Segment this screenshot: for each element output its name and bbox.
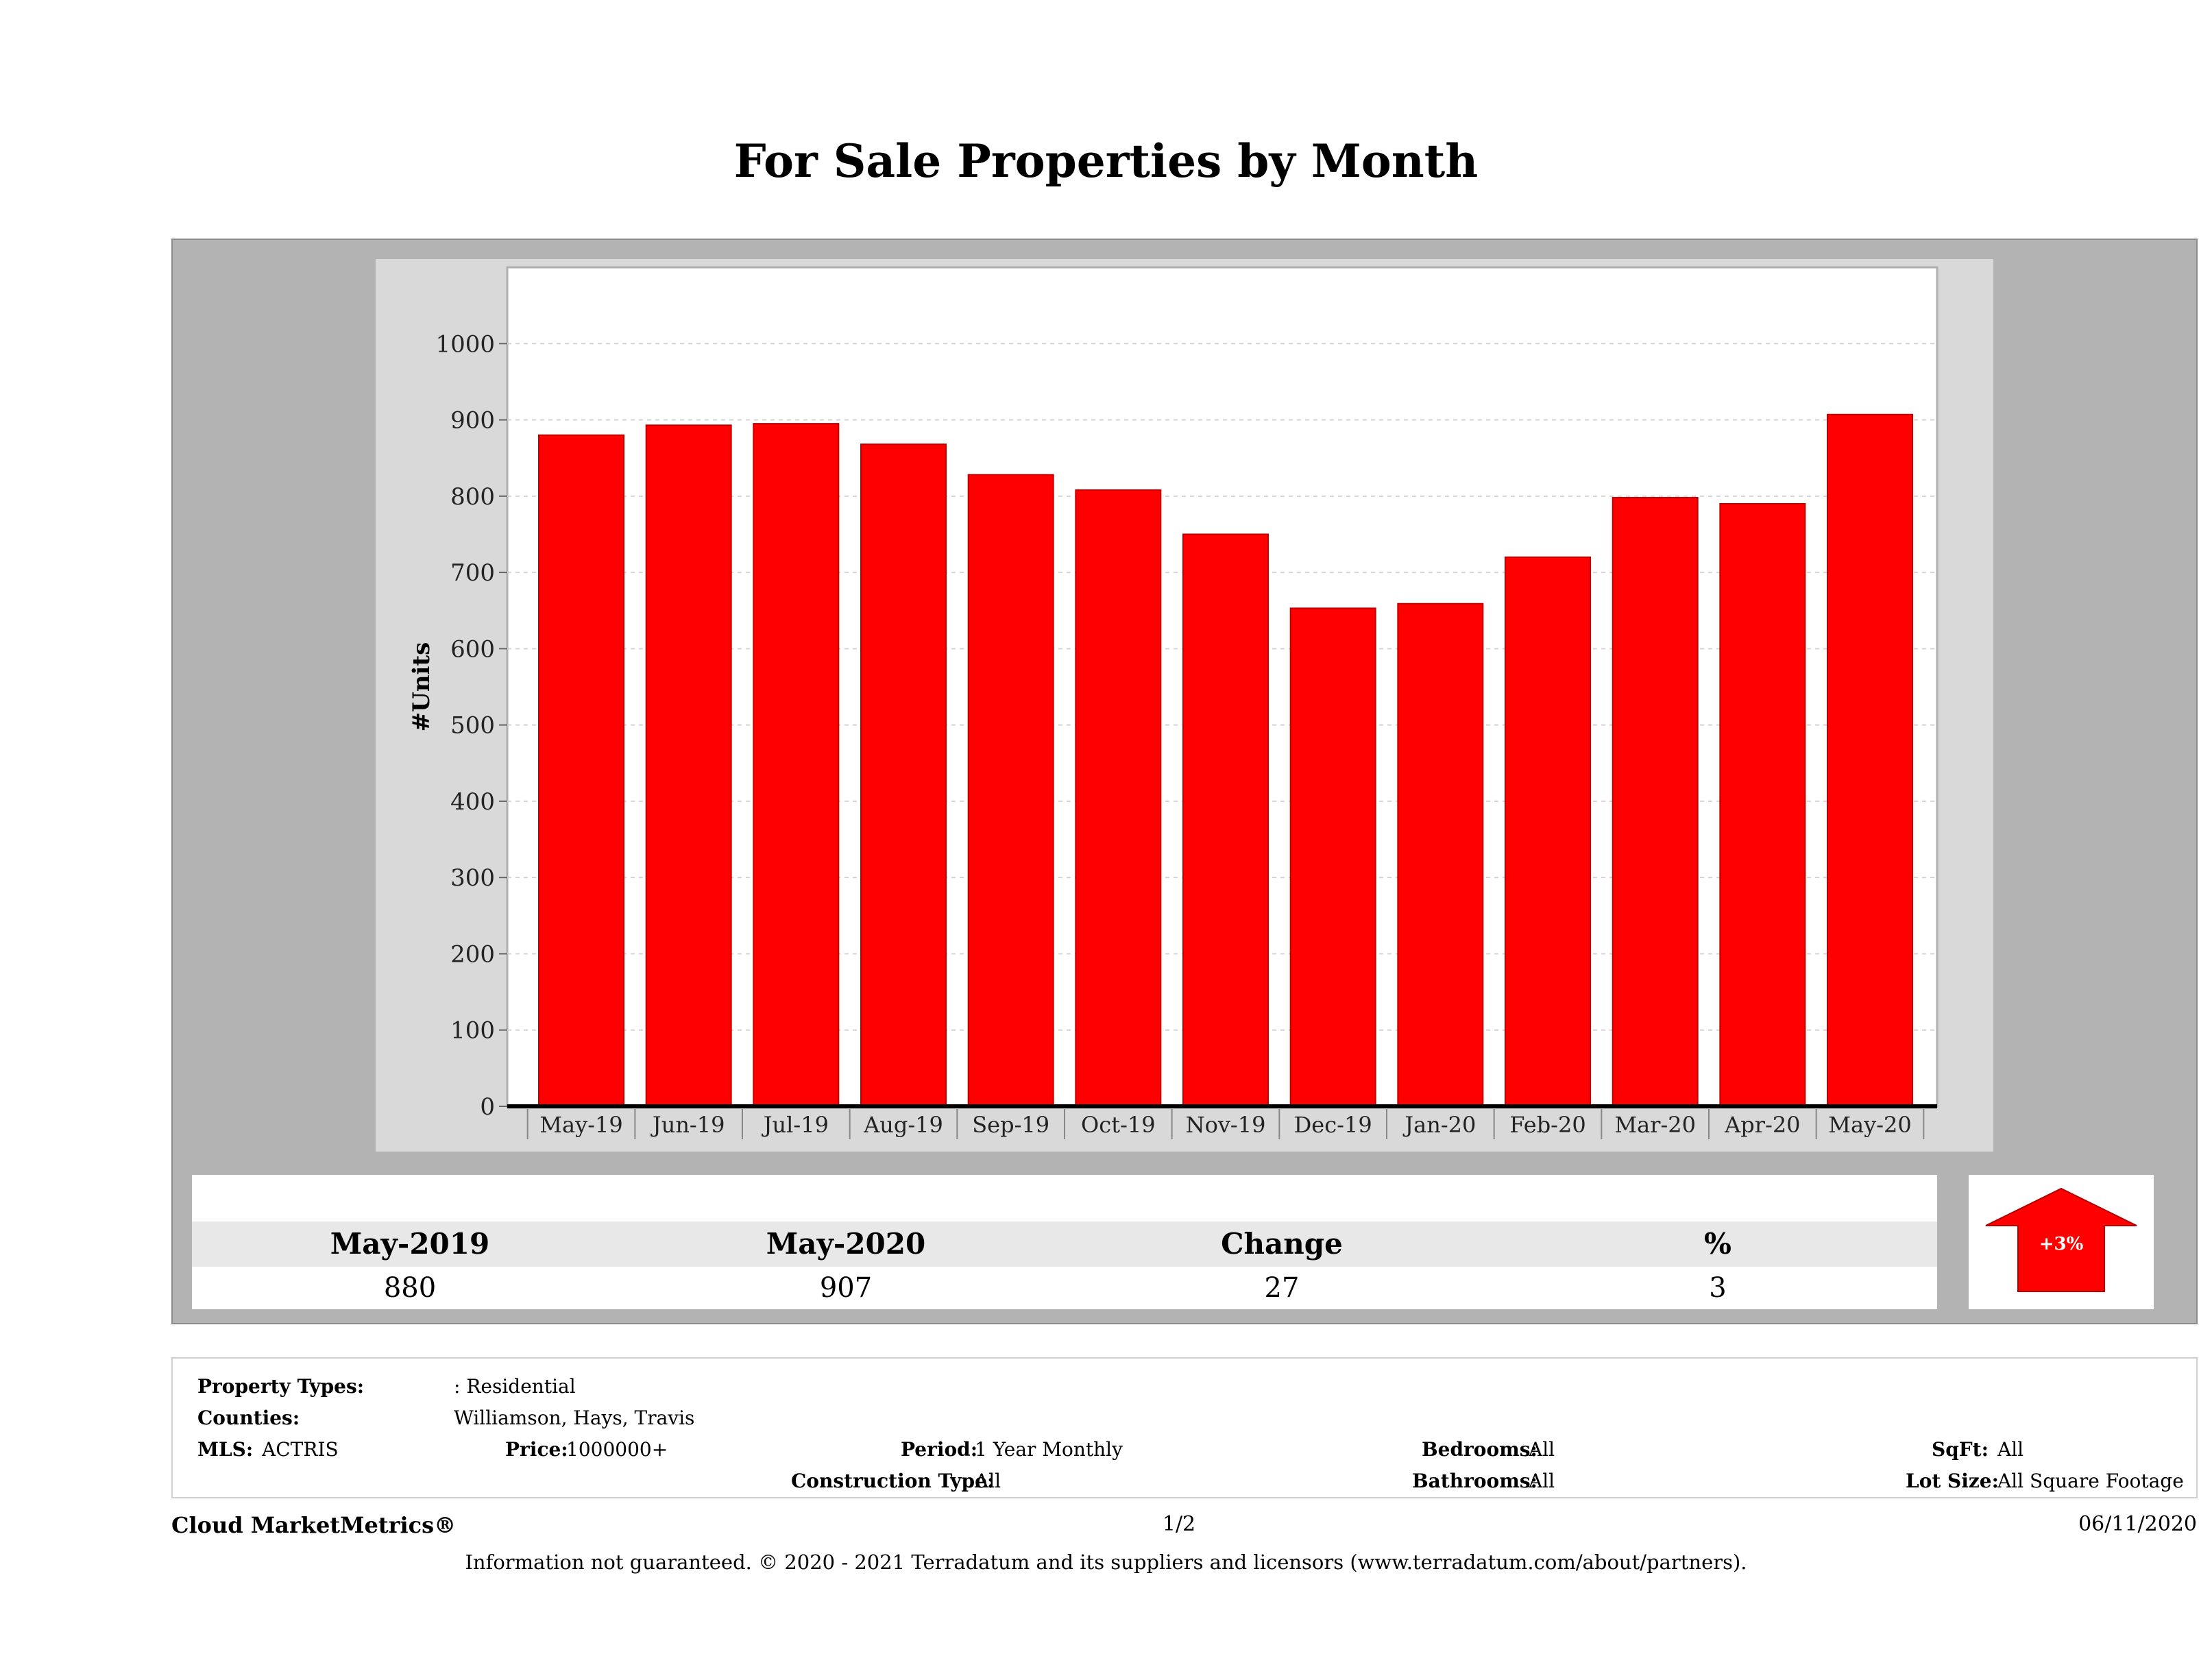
bar (1827, 413, 1913, 1108)
x-tick-label: Nov-19 (1186, 1112, 1266, 1138)
summary-header-change: Change (1221, 1227, 1343, 1261)
summary-value-percent: 3 (1709, 1272, 1727, 1304)
bar (1719, 502, 1806, 1108)
bedrooms-value: All (1529, 1438, 1555, 1461)
summary-header-band (192, 1175, 1937, 1221)
bathrooms-label: Bathrooms: (1412, 1470, 1538, 1492)
construction-type-value: All (975, 1470, 1001, 1492)
bar (1612, 497, 1699, 1107)
bar (538, 434, 624, 1107)
sqft-value: All (1997, 1438, 2024, 1461)
counties-label: Counties: (197, 1407, 300, 1429)
lot-size-label: Lot Size: (1906, 1470, 1999, 1492)
bar-chart: 0 100 200 300 400 500 600 700 800 900 1000 #Units Ma… (408, 266, 1938, 1139)
summary-value-start: 880 (383, 1272, 437, 1304)
y-tick-label: 0 (480, 1093, 495, 1121)
price-label: Price: (505, 1438, 568, 1461)
counties-value: Williamson, Hays, Travis (454, 1407, 695, 1429)
y-tick-label: 500 (450, 712, 495, 740)
summary-value-change: 27 (1264, 1272, 1300, 1304)
lot-size-value: All Square Footage (1997, 1470, 2184, 1492)
mls-label: MLS: (197, 1438, 254, 1461)
x-tick-label: May-19 (539, 1112, 622, 1138)
construction-type-label: Construction Type: (791, 1470, 995, 1492)
up-arrow-icon (1985, 1187, 2137, 1292)
bar (1182, 533, 1269, 1108)
y-tick-label: 400 (450, 788, 495, 816)
bar (860, 443, 947, 1108)
period-label: Period: (901, 1438, 978, 1461)
summary-header-end: May-2020 (766, 1227, 926, 1261)
y-tick-label: 600 (450, 635, 495, 663)
y-tick-label: 200 (450, 940, 495, 968)
summary-header-row: May-2019 May-2020 Change % (192, 1221, 1937, 1267)
bar (1397, 603, 1484, 1108)
property-types-value: : Residential (454, 1375, 576, 1398)
bar (967, 474, 1054, 1107)
summary-header-start: May-2019 (330, 1227, 490, 1261)
summary-value-row: 880 907 27 3 (192, 1267, 1937, 1309)
bar (645, 424, 732, 1108)
x-tick-label: Aug-19 (863, 1112, 943, 1138)
chart-title: For Sale Properties by Month (733, 134, 1479, 188)
x-tick-label: Jun-19 (651, 1112, 725, 1138)
x-tick-label: Apr-20 (1724, 1112, 1800, 1138)
x-tick-label: Oct-19 (1081, 1112, 1156, 1138)
bar (1505, 556, 1591, 1107)
x-tick-label: May-20 (1828, 1112, 1911, 1138)
price-value: 1000000+ (566, 1438, 668, 1461)
bar (753, 423, 840, 1108)
sqft-label: SqFt: (1932, 1438, 1989, 1461)
x-tick-label: Jan-20 (1402, 1112, 1476, 1138)
summary-header-percent: % (1704, 1227, 1731, 1261)
chart-area: 0 100 200 300 400 500 600 700 800 900 1000 #Units Ma… (376, 259, 1993, 1152)
y-axis-label: #Units (408, 642, 435, 732)
change-badge-label: +3% (2039, 1234, 2084, 1254)
change-badge: +3% (1969, 1175, 2154, 1309)
x-tick-label: Dec-19 (1294, 1112, 1372, 1138)
x-tick-label: Jul-19 (762, 1112, 829, 1138)
y-tick-label: 800 (450, 483, 495, 511)
y-tick-label: 300 (450, 864, 495, 892)
chart-panel: 0 100 200 300 400 500 600 700 800 900 1000 #Units Ma… (171, 239, 2198, 1324)
y-tick-label: 900 (450, 407, 495, 435)
property-types-label: Property Types: (197, 1375, 365, 1398)
page-number: 1/2 (1162, 1512, 1196, 1536)
summary-value-end: 907 (819, 1272, 873, 1304)
bar (1289, 607, 1376, 1107)
x-tick-label: Mar-20 (1614, 1112, 1696, 1138)
bathrooms-value: All (1529, 1470, 1555, 1492)
y-tick-label: 100 (450, 1017, 495, 1045)
mls-value: ACTRIS (262, 1438, 339, 1461)
x-tick-label: Sep-19 (972, 1112, 1049, 1138)
bedrooms-label: Bedrooms: (1422, 1438, 1538, 1461)
brand-name: Cloud MarketMetrics® (171, 1512, 457, 1538)
filter-summary: Property Types: : Residential Counties: … (171, 1357, 2198, 1498)
y-tick-label: 1000 (435, 330, 495, 358)
report-date: 06/11/2020 (2078, 1512, 2197, 1536)
period-value: 1 Year Monthly (975, 1438, 1123, 1461)
disclaimer: Information not guaranteed. © 2020 - 202… (465, 1551, 1747, 1574)
bar (1075, 489, 1162, 1107)
y-tick-label: 700 (450, 559, 495, 587)
summary-table: May-2019 May-2020 Change % 880 907 27 3 (192, 1175, 1937, 1309)
x-tick-label: Feb-20 (1509, 1112, 1585, 1138)
